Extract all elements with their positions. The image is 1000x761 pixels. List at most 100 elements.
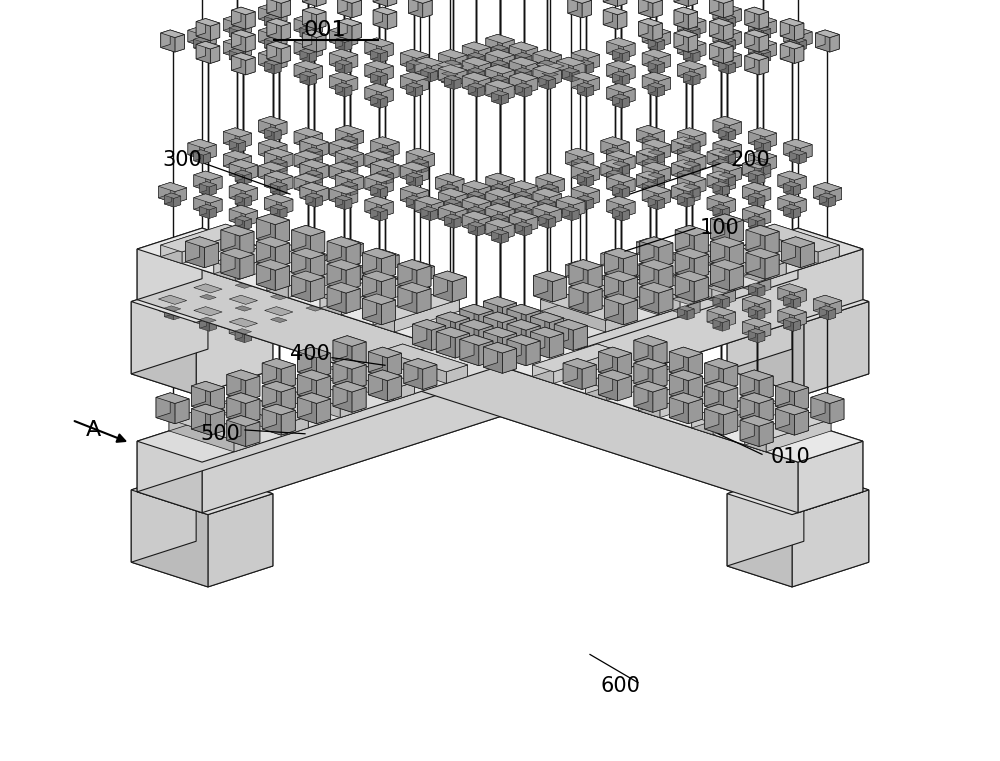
- Polygon shape: [492, 231, 501, 244]
- Polygon shape: [300, 160, 312, 175]
- Polygon shape: [256, 214, 289, 224]
- Polygon shape: [232, 53, 255, 60]
- Polygon shape: [486, 207, 502, 224]
- Polygon shape: [300, 57, 317, 62]
- Polygon shape: [713, 162, 741, 171]
- Polygon shape: [683, 137, 700, 154]
- Polygon shape: [639, 18, 662, 26]
- Polygon shape: [156, 393, 189, 403]
- Polygon shape: [689, 15, 706, 32]
- Polygon shape: [341, 274, 351, 285]
- Polygon shape: [377, 263, 386, 274]
- Polygon shape: [468, 55, 478, 66]
- Polygon shape: [658, 199, 665, 209]
- Polygon shape: [678, 185, 706, 194]
- Polygon shape: [137, 228, 202, 300]
- Polygon shape: [569, 260, 583, 285]
- Polygon shape: [502, 209, 514, 224]
- Polygon shape: [642, 53, 659, 70]
- Polygon shape: [648, 18, 662, 37]
- Polygon shape: [341, 72, 358, 89]
- Polygon shape: [300, 34, 317, 40]
- Polygon shape: [607, 283, 614, 294]
- Polygon shape: [229, 217, 258, 226]
- Polygon shape: [265, 171, 276, 186]
- Polygon shape: [501, 78, 508, 89]
- Polygon shape: [672, 299, 688, 316]
- Polygon shape: [486, 34, 514, 43]
- Polygon shape: [302, 0, 312, 2]
- Polygon shape: [492, 84, 508, 89]
- Polygon shape: [270, 182, 278, 193]
- Polygon shape: [413, 320, 446, 330]
- Polygon shape: [270, 303, 287, 308]
- Polygon shape: [672, 160, 683, 175]
- Polygon shape: [200, 205, 216, 210]
- Polygon shape: [707, 284, 735, 293]
- Polygon shape: [200, 295, 216, 300]
- Polygon shape: [229, 51, 239, 62]
- Polygon shape: [526, 216, 538, 232]
- Polygon shape: [719, 14, 735, 20]
- Polygon shape: [416, 86, 423, 97]
- Polygon shape: [569, 260, 602, 270]
- Polygon shape: [265, 148, 276, 164]
- Polygon shape: [227, 416, 241, 441]
- Polygon shape: [557, 57, 568, 72]
- Polygon shape: [158, 186, 175, 203]
- Polygon shape: [648, 150, 665, 155]
- Polygon shape: [265, 148, 293, 158]
- Polygon shape: [232, 30, 255, 37]
- Polygon shape: [672, 261, 700, 270]
- Polygon shape: [509, 57, 538, 66]
- Polygon shape: [223, 128, 235, 143]
- Polygon shape: [259, 139, 287, 148]
- Polygon shape: [416, 63, 423, 74]
- Polygon shape: [478, 224, 485, 236]
- Polygon shape: [235, 331, 245, 342]
- Polygon shape: [748, 15, 777, 24]
- Polygon shape: [406, 261, 418, 276]
- Polygon shape: [760, 15, 777, 32]
- Polygon shape: [533, 49, 545, 65]
- Polygon shape: [571, 61, 600, 70]
- Polygon shape: [335, 148, 364, 158]
- Polygon shape: [498, 80, 514, 97]
- Polygon shape: [683, 184, 700, 189]
- Polygon shape: [658, 176, 665, 186]
- Polygon shape: [196, 298, 273, 395]
- Polygon shape: [241, 53, 255, 72]
- Polygon shape: [571, 72, 583, 88]
- Polygon shape: [709, 56, 733, 63]
- Polygon shape: [259, 151, 287, 160]
- Polygon shape: [742, 299, 759, 316]
- Polygon shape: [377, 260, 393, 266]
- Polygon shape: [363, 269, 396, 279]
- Polygon shape: [711, 257, 744, 268]
- Polygon shape: [728, 130, 735, 141]
- Text: 001: 001: [304, 21, 346, 40]
- Polygon shape: [545, 327, 564, 353]
- Polygon shape: [724, 199, 735, 215]
- Polygon shape: [653, 289, 665, 304]
- Polygon shape: [335, 265, 352, 282]
- Polygon shape: [368, 347, 401, 358]
- Polygon shape: [275, 32, 287, 47]
- Polygon shape: [380, 52, 387, 62]
- Polygon shape: [577, 261, 594, 278]
- Polygon shape: [515, 70, 525, 81]
- Polygon shape: [158, 183, 187, 192]
- Polygon shape: [683, 34, 700, 40]
- Polygon shape: [406, 152, 423, 169]
- Polygon shape: [445, 199, 461, 204]
- Polygon shape: [307, 184, 317, 196]
- Polygon shape: [300, 28, 309, 40]
- Polygon shape: [298, 397, 317, 424]
- Polygon shape: [642, 274, 652, 285]
- Polygon shape: [688, 188, 700, 203]
- Polygon shape: [746, 248, 779, 259]
- Polygon shape: [406, 173, 423, 178]
- Polygon shape: [433, 271, 447, 296]
- Polygon shape: [327, 282, 341, 307]
- Polygon shape: [210, 177, 222, 192]
